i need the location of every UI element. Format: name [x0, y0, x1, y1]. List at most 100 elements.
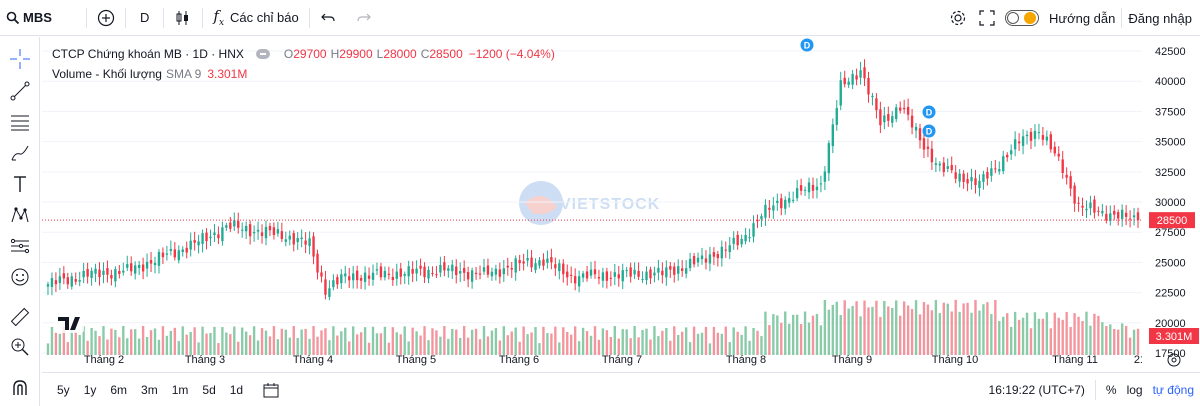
volume-bar — [720, 333, 724, 355]
volume-bar — [573, 326, 577, 355]
log-toggle[interactable]: log — [1126, 382, 1143, 397]
volume-bar — [554, 326, 557, 355]
auto-toggle[interactable]: tự động — [1152, 382, 1194, 397]
candle-body — [494, 268, 498, 275]
redo-icon — [357, 13, 371, 21]
fib-tool[interactable] — [6, 108, 34, 136]
range-button-5y[interactable]: 5y — [57, 382, 70, 397]
brush-tool[interactable] — [6, 139, 34, 167]
candle-body — [811, 184, 815, 191]
magnet-icon — [13, 380, 27, 395]
candle-body — [264, 226, 268, 239]
interval-button[interactable]: D — [126, 0, 163, 36]
volume-bar — [589, 335, 593, 355]
prediction-tool[interactable] — [6, 232, 34, 260]
price-chart[interactable]: VIETSTOCK Tháng 2 Tháng 3 Tháng 4 Tháng 5 Th… — [42, 37, 1142, 372]
volume-bar — [82, 326, 85, 355]
settings-button[interactable] — [943, 0, 973, 36]
candle-body — [1013, 139, 1017, 150]
candle-body — [573, 276, 577, 284]
volume-bar — [938, 313, 942, 355]
volume-bar — [776, 315, 779, 355]
candle-body — [986, 171, 989, 179]
range-button-1y[interactable]: 1y — [83, 382, 97, 397]
close-value: 28500 — [429, 47, 463, 61]
volume-bar — [986, 302, 989, 355]
range-button-5d[interactable]: 5d — [202, 382, 216, 397]
volume-bar — [772, 314, 775, 355]
guide-link[interactable]: Hướng dẫn — [1043, 0, 1121, 36]
candle-body — [554, 264, 557, 269]
price-axis[interactable]: 42500 40000 37500 35000 32500 30000 27500 25000… — [1143, 37, 1200, 372]
measure-tool[interactable] — [6, 303, 34, 331]
candle-body — [46, 284, 50, 287]
volume-bar — [355, 334, 359, 355]
candle-body — [696, 257, 700, 263]
drawing-toolbar — [0, 37, 40, 406]
undo-button[interactable] — [310, 0, 346, 36]
candle-body — [324, 279, 327, 295]
text-tool[interactable] — [6, 170, 34, 198]
volume-bar — [728, 342, 731, 355]
login-link[interactable]: Đăng nhập — [1122, 0, 1200, 36]
divider — [202, 7, 204, 28]
percent-toggle[interactable]: % — [1105, 382, 1117, 397]
volume-bar — [633, 326, 636, 355]
candle-body — [1124, 212, 1128, 217]
volume-bar — [367, 342, 371, 355]
volume-bar — [998, 321, 1001, 355]
text-icon — [14, 176, 26, 192]
chart-type-button[interactable] — [164, 0, 202, 36]
axis-settings-button[interactable] — [1167, 353, 1181, 367]
crosshair-tool[interactable] — [6, 45, 34, 73]
emoji-tool[interactable] — [6, 263, 34, 291]
volume-bar — [169, 331, 173, 355]
volume-bar — [352, 326, 355, 355]
candle-body — [918, 128, 922, 141]
candle-body — [355, 270, 359, 281]
magnet-tool[interactable] — [6, 374, 34, 402]
volume-bar — [260, 328, 264, 355]
candle-body — [336, 277, 339, 285]
candle-body — [645, 271, 648, 281]
volume-bar — [328, 340, 331, 355]
volume-bar — [197, 342, 200, 355]
dividend-badge[interactable]: D — [922, 124, 936, 138]
volume-bar — [411, 327, 414, 355]
candle-body — [732, 237, 735, 244]
candle-body — [177, 250, 180, 261]
volume-bar — [570, 334, 573, 355]
toolbar-right: Hướng dẫn Đăng nhập — [943, 0, 1200, 36]
tradingview-logo[interactable] — [54, 313, 84, 333]
range-buttons: 5y 1y 6m 3m 1m 5d 1d — [42, 383, 250, 397]
legend-more-button[interactable] — [255, 49, 270, 59]
candle-body — [1009, 150, 1013, 155]
candle-body — [883, 115, 886, 123]
candle-body — [625, 270, 628, 272]
zoom-tool[interactable] — [6, 333, 34, 361]
range-button-3m[interactable]: 3m — [141, 382, 158, 397]
candle-body — [684, 268, 688, 274]
time-axis-label: Tháng 6 — [499, 354, 539, 366]
symbol-search[interactable]: MBS — [0, 0, 86, 36]
pattern-tool[interactable] — [6, 201, 34, 229]
candle-body — [1073, 185, 1076, 204]
candle-body — [431, 272, 434, 274]
compare-button[interactable] — [87, 0, 125, 36]
range-button-1m[interactable]: 1m — [171, 382, 189, 397]
theme-toggle[interactable] — [1004, 10, 1039, 26]
dividend-badge[interactable]: D — [922, 105, 936, 119]
trendline-tool[interactable] — [6, 77, 34, 105]
date-range-button[interactable] — [262, 381, 280, 399]
dividend-badge[interactable]: D — [800, 38, 814, 52]
candle-body — [300, 237, 303, 239]
range-button-1d[interactable]: 1d — [229, 382, 244, 397]
price-tick-label: 37500 — [1155, 106, 1186, 118]
volume-bar — [1065, 311, 1068, 355]
open-label: O — [283, 47, 294, 61]
fullscreen-button[interactable] — [973, 0, 1001, 36]
range-button-6m[interactable]: 6m — [110, 382, 128, 397]
volume-bar — [863, 300, 866, 355]
indicators-button[interactable]: fx Các chỉ báo — [203, 0, 308, 36]
redo-button[interactable] — [346, 0, 382, 36]
